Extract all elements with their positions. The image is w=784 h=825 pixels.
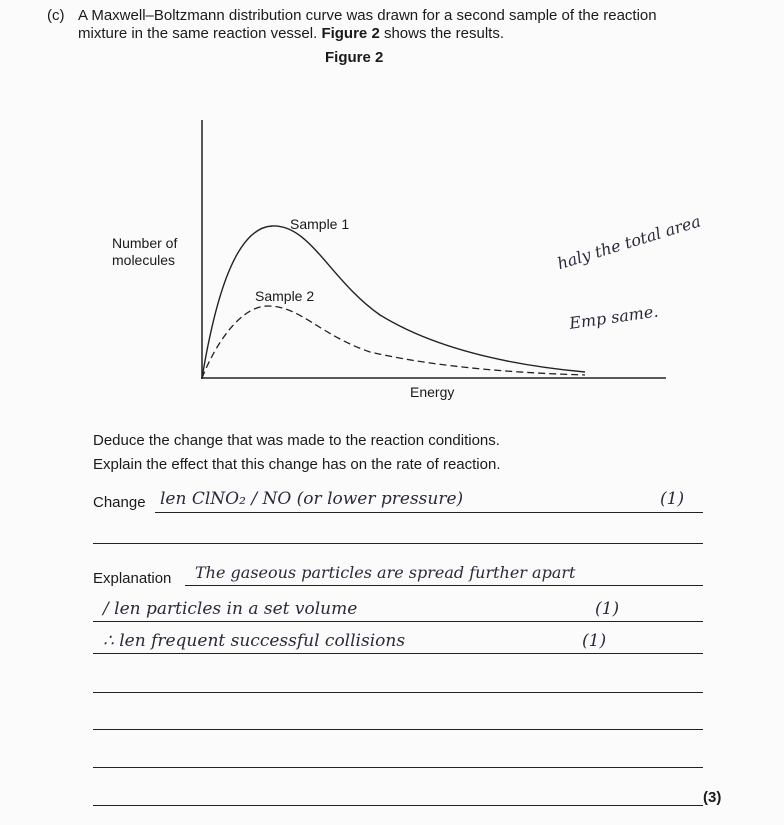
sample-1-label: Sample 1 — [290, 216, 349, 232]
x-axis-label: Energy — [410, 384, 454, 400]
change-label: Change — [93, 494, 146, 511]
instruction-deduce: Deduce the change that was made to the r… — [93, 432, 500, 449]
figure-title: Figure 2 — [325, 49, 384, 66]
y-axis-label-2: molecules — [112, 252, 175, 268]
explanation-line-2-mark: (1) — [595, 599, 620, 619]
sample-1-curve — [201, 225, 586, 379]
sample-2-label: Sample 2 — [255, 288, 314, 304]
instruction-explain: Explain the effect that this change has … — [93, 456, 501, 473]
question-part: (c) — [47, 7, 65, 24]
intro-line-1: A Maxwell–Boltzmann distribution curve w… — [78, 7, 657, 24]
explanation-line-3: ∴ len frequent successful collisions — [103, 631, 406, 651]
intro-line-2: mixture in the same reaction vessel. Fig… — [78, 25, 505, 42]
change-answer: len ClNO₂ / NO (or lower pressure) — [160, 489, 464, 509]
marks-total: (3) — [703, 789, 722, 806]
sample-2-curve — [201, 305, 586, 379]
explanation-line-3-mark: (1) — [582, 631, 607, 651]
change-mark: (1) — [660, 489, 685, 509]
explanation-label: Explanation — [93, 570, 172, 587]
explanation-line-2: / len particles in a set volume — [103, 599, 358, 619]
y-axis-label-1: Number of — [112, 235, 177, 251]
explanation-line-1: The gaseous particles are spread further… — [195, 563, 576, 582]
